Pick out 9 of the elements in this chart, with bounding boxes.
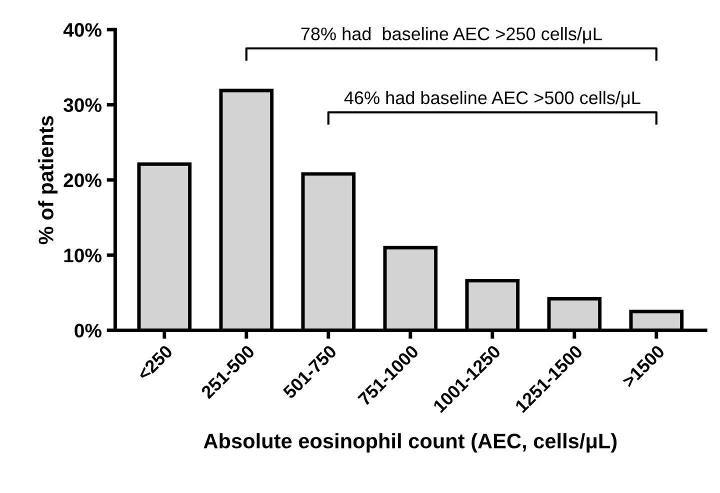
x-axis-title: Absolute eosinophil count (AEC, cells/μL): [204, 433, 617, 453]
annotation: 78% had baseline AEC >250 cells/μL: [301, 27, 602, 44]
y-tick-label: 0%: [74, 324, 102, 338]
annotation: 46% had baseline AEC >500 cells/μL: [344, 90, 640, 108]
y-axis-title: % of patients: [38, 116, 58, 244]
y-tick-label: 40%: [63, 23, 102, 37]
y-tick-label: 10%: [64, 248, 102, 262]
y-tick-label: 20%: [64, 173, 102, 188]
y-tick-label: 30%: [64, 98, 102, 112]
